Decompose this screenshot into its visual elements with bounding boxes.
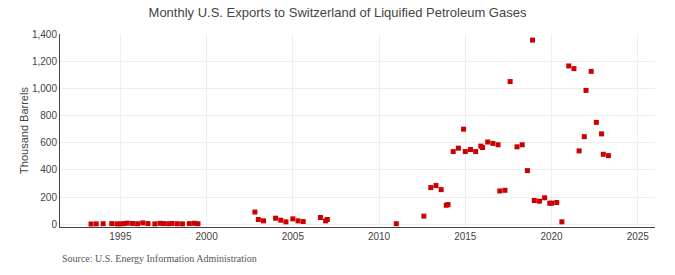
svg-text:2005: 2005 bbox=[282, 231, 305, 242]
svg-text:Source: U.S. Energy Informatio: Source: U.S. Energy Information Administ… bbox=[62, 253, 257, 264]
svg-text:2015: 2015 bbox=[454, 231, 477, 242]
svg-text:2010: 2010 bbox=[368, 231, 391, 242]
svg-text:1,000: 1,000 bbox=[32, 83, 57, 94]
svg-text:1,200: 1,200 bbox=[32, 56, 57, 67]
svg-text:1995: 1995 bbox=[109, 231, 132, 242]
svg-text:1,400: 1,400 bbox=[32, 29, 57, 40]
svg-text:200: 200 bbox=[40, 192, 57, 203]
svg-text:2025: 2025 bbox=[627, 231, 650, 242]
svg-text:800: 800 bbox=[40, 110, 57, 121]
svg-text:600: 600 bbox=[40, 137, 57, 148]
svg-text:400: 400 bbox=[40, 164, 57, 175]
svg-text:2000: 2000 bbox=[195, 231, 218, 242]
svg-text:2020: 2020 bbox=[540, 231, 563, 242]
svg-text:Thousand Barrels: Thousand Barrels bbox=[18, 87, 30, 174]
svg-text:Monthly U.S. Exports to Switze: Monthly U.S. Exports to Switzerland of L… bbox=[149, 5, 527, 20]
svg-text:0: 0 bbox=[51, 219, 57, 230]
